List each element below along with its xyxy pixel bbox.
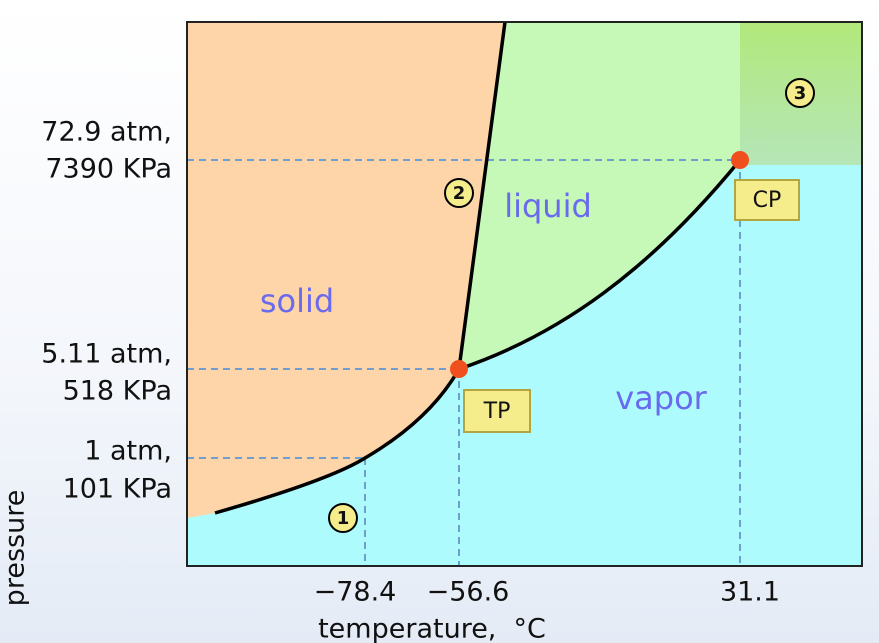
solid-region [187, 22, 505, 518]
region-label: vapor [615, 379, 707, 417]
x-axis-title: temperature, °C [318, 614, 546, 643]
region-label: liquid [504, 187, 592, 225]
triple-point [450, 360, 468, 378]
x-label: 31.1 [720, 577, 780, 608]
liquid-region [459, 22, 740, 369]
y-label: 5.11 atm, [41, 339, 172, 370]
phase-boundaries [214, 21, 742, 515]
tag-box [734, 179, 800, 221]
y-label: 101 KPa [63, 474, 172, 505]
y-label: 1 atm, [84, 436, 172, 467]
point-label: CP [753, 188, 782, 213]
point-label: TP [483, 399, 511, 424]
marker-circle [328, 503, 358, 533]
region-label: solid [260, 282, 334, 320]
y-axis-title: pressure [0, 490, 31, 607]
plot-area [186, 21, 863, 567]
y-label: 72.9 atm, [41, 117, 172, 148]
critical-point [731, 151, 749, 169]
marker-number: 2 [453, 183, 466, 204]
guide-lines [187, 159, 741, 566]
marker-circle [785, 78, 815, 108]
marker-number: 3 [794, 83, 807, 104]
y-label: 7390 KPa [45, 154, 172, 185]
tag-box [463, 389, 531, 433]
x-label: −78.4 [314, 577, 397, 608]
plot-frame [186, 21, 863, 567]
marker-number: 1 [337, 508, 350, 529]
x-label: −56.6 [427, 577, 510, 608]
y-label: 518 KPa [63, 376, 172, 407]
marker-circle [444, 178, 474, 208]
